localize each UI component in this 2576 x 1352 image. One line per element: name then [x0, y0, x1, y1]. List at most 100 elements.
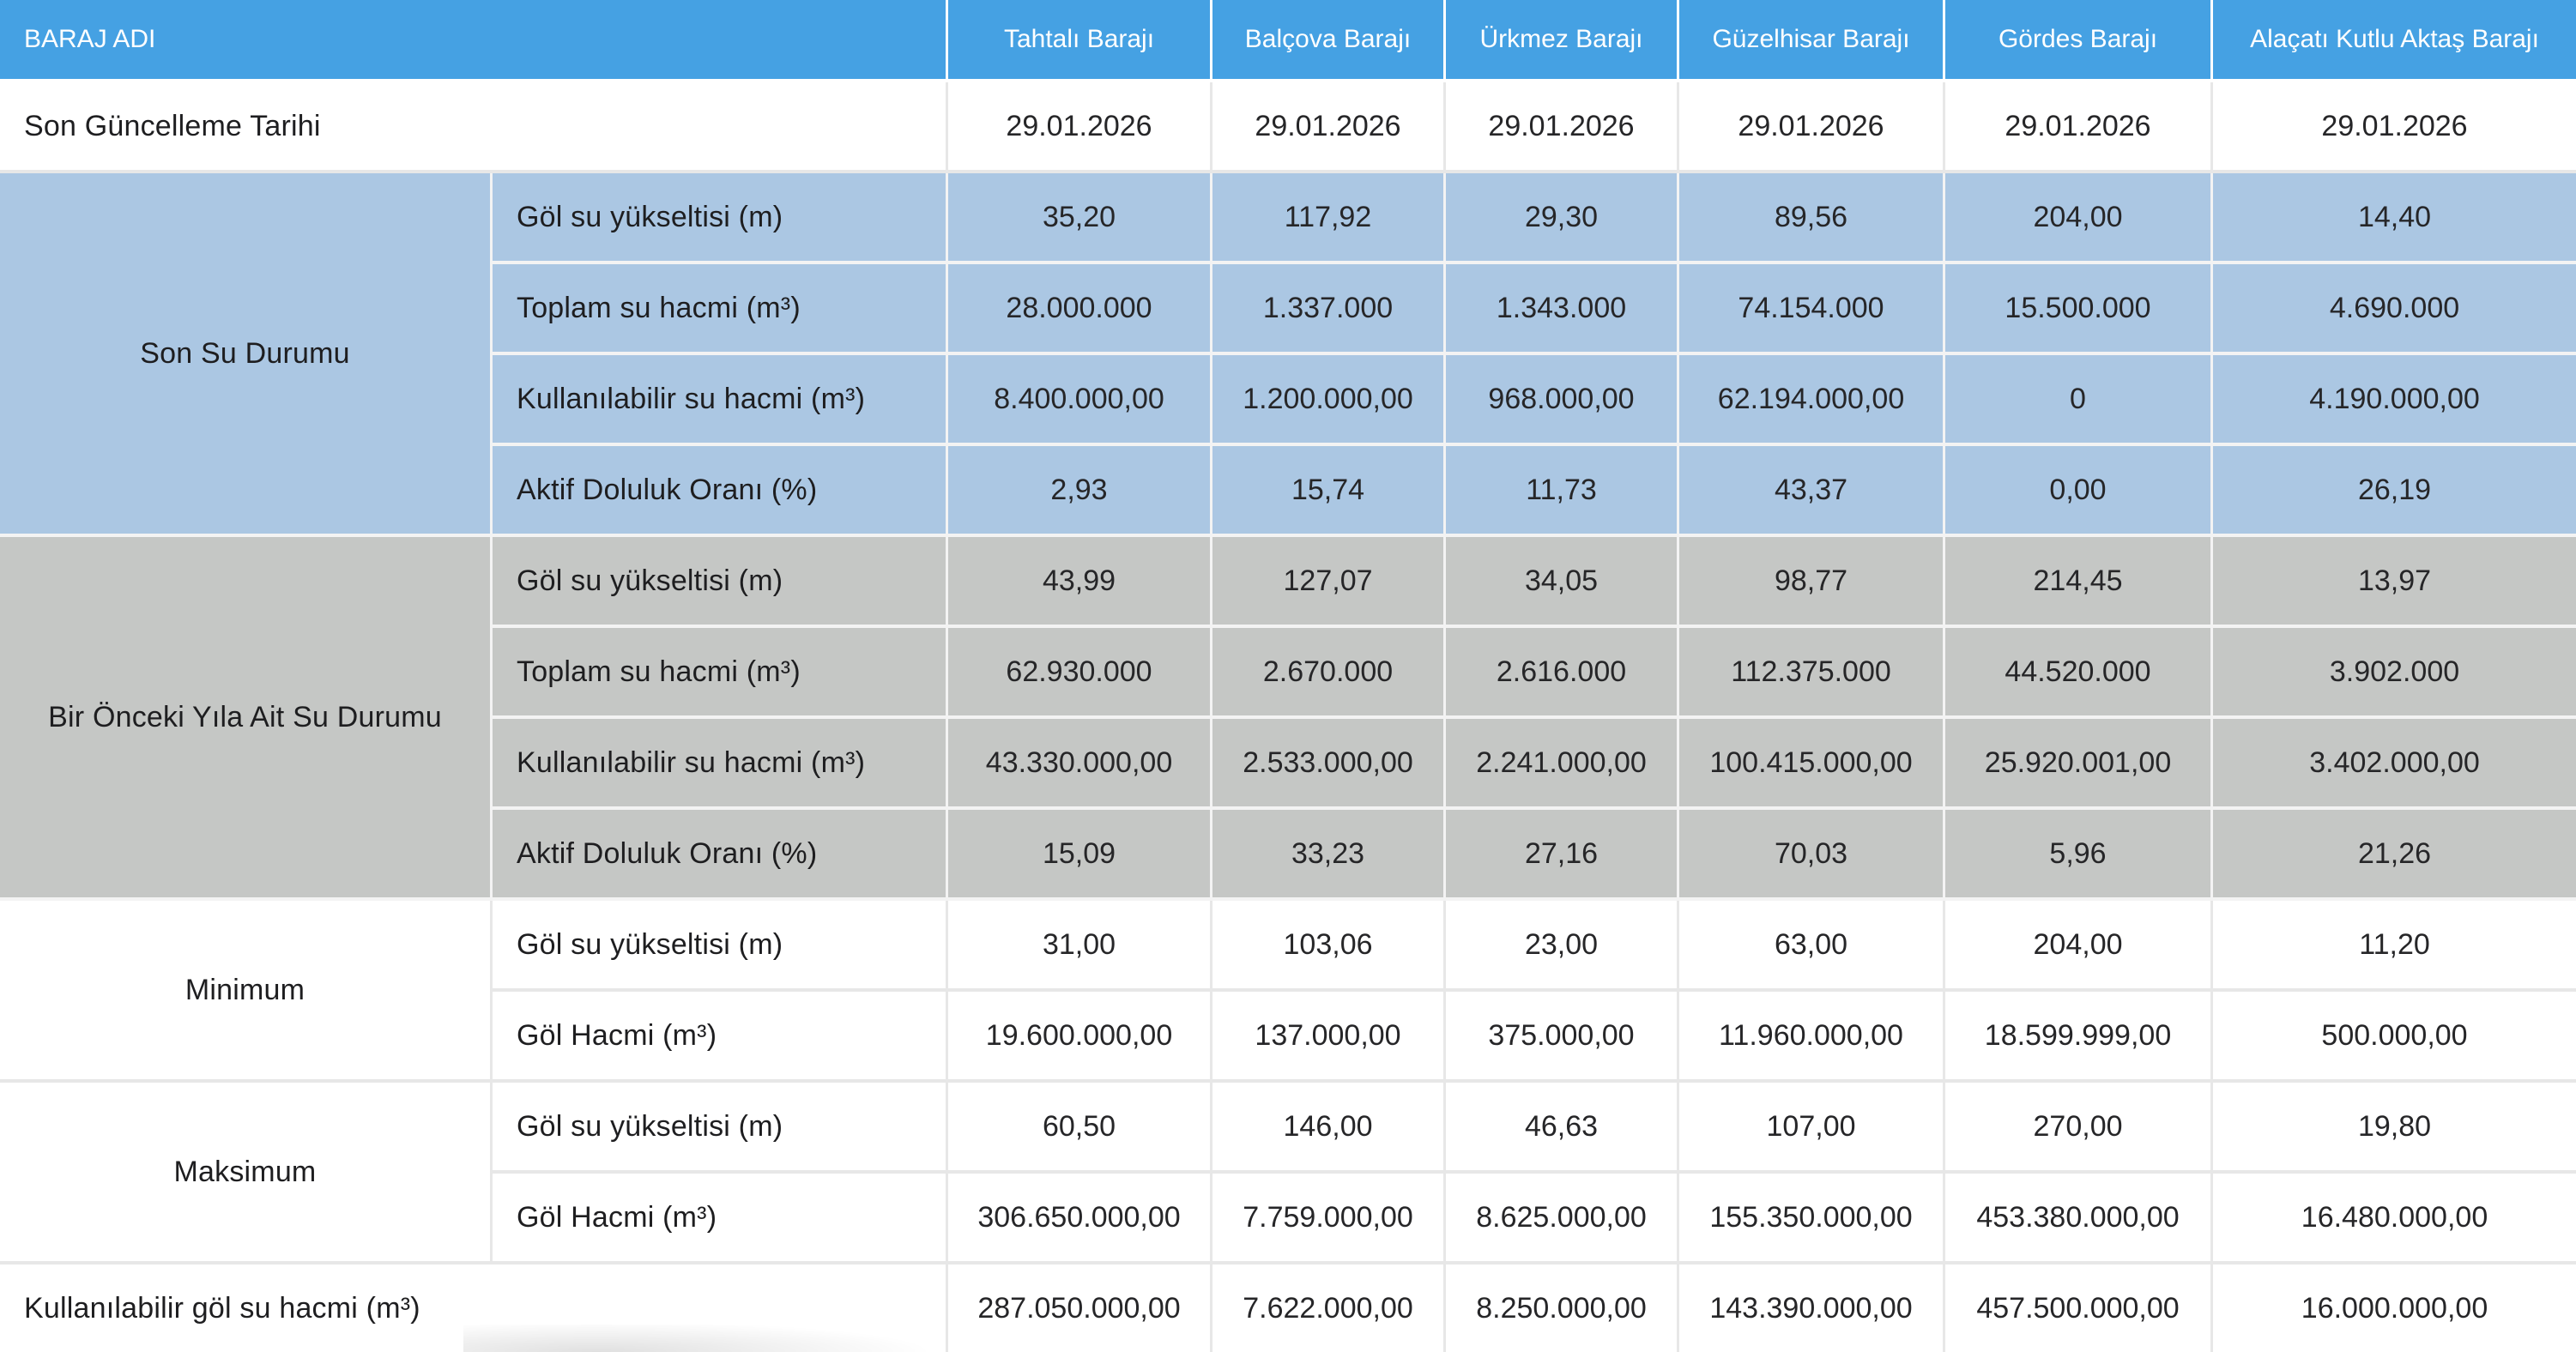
- metric-label: Aktif Doluluk Oranı (%): [493, 810, 949, 901]
- metric-value: 2.533.000,00: [1212, 719, 1447, 810]
- section-label-previous-year: Bir Önceki Yıla Ait Su Durumu: [0, 537, 493, 901]
- metric-label: Kullanılabilir su hacmi (m³): [493, 719, 949, 810]
- metric-value: 43,99: [948, 537, 1213, 628]
- metric-value: 457.500.000,00: [1945, 1264, 2214, 1352]
- metric-value: 28.000.000: [948, 264, 1213, 355]
- row-label-usable-lake-volume: Kullanılabilir göl su hacmi (m³): [0, 1264, 949, 1352]
- metric-value: 0,00: [1945, 446, 2214, 537]
- row-label-update-date: Son Güncelleme Tarihi: [0, 82, 949, 173]
- metric-value: 74.154.000: [1679, 264, 1946, 355]
- metric-value: 23,00: [1446, 901, 1680, 992]
- metric-value: 98,77: [1679, 537, 1946, 628]
- minimum-row-lake-level: Minimum Göl su yükseltisi (m) 31,00 103,…: [0, 901, 2576, 1083]
- metric-value: 4.690.000: [2213, 264, 2576, 355]
- column-header-dam-urkmez: Ürkmez Barajı: [1446, 0, 1680, 82]
- table-header-row: BARAJ ADI Tahtalı Barajı Balçova Barajı …: [0, 0, 2576, 82]
- metric-value: 1.343.000: [1446, 264, 1680, 355]
- metric-value: 270,00: [1945, 1083, 2214, 1174]
- metric-value: 35,20: [948, 173, 1213, 264]
- update-date-value: 29.01.2026: [948, 82, 1213, 173]
- metric-value: 204,00: [1945, 173, 2214, 264]
- metric-value: 2.616.000: [1446, 628, 1680, 719]
- metric-value: 968.000,00: [1446, 355, 1680, 446]
- metric-value: 21,26: [2213, 810, 2576, 901]
- metric-value: 29,30: [1446, 173, 1680, 264]
- metric-value: 16.000.000,00: [2213, 1264, 2576, 1352]
- column-header-dam-guzelhisar: Güzelhisar Barajı: [1679, 0, 1946, 82]
- metric-value: 15,09: [948, 810, 1213, 901]
- metric-value: 0: [1945, 355, 2214, 446]
- metric-value: 100.415.000,00: [1679, 719, 1946, 810]
- maximum-row-lake-level: Maksimum Göl su yükseltisi (m) 60,50 146…: [0, 1083, 2576, 1264]
- metric-value: 155.350.000,00: [1679, 1174, 1946, 1264]
- metric-value: 13,97: [2213, 537, 2576, 628]
- metric-label: Göl su yükseltisi (m): [493, 1083, 949, 1174]
- metric-label: Göl su yükseltisi (m): [493, 901, 949, 992]
- update-date-value: 29.01.2026: [1212, 82, 1447, 173]
- update-date-row: Son Güncelleme Tarihi 29.01.2026 29.01.2…: [0, 82, 2576, 173]
- metric-value: 2,93: [948, 446, 1213, 537]
- metric-value: 34,05: [1446, 537, 1680, 628]
- previous-year-row-usable-volume: Kullanılabilir su hacmi (m³) 43.330.000,…: [0, 719, 2576, 810]
- metric-value: 15.500.000: [1945, 264, 2214, 355]
- metric-value: 137.000,00: [1212, 992, 1447, 1083]
- metric-value: 18.599.999,00: [1945, 992, 2214, 1083]
- column-header-dam-gordes: Gördes Barajı: [1945, 0, 2214, 82]
- metric-value: 11.960.000,00: [1679, 992, 1946, 1083]
- column-header-dam-alacati: Alaçatı Kutlu Aktaş Barajı: [2213, 0, 2576, 82]
- metric-value: 214,45: [1945, 537, 2214, 628]
- metric-value: 500.000,00: [2213, 992, 2576, 1083]
- metric-label: Kullanılabilir su hacmi (m³): [493, 355, 949, 446]
- metric-value: 43.330.000,00: [948, 719, 1213, 810]
- metric-value: 4.190.000,00: [2213, 355, 2576, 446]
- metric-value: 306.650.000,00: [948, 1174, 1213, 1264]
- metric-value: 7.759.000,00: [1212, 1174, 1447, 1264]
- column-header-dam-tahtali: Tahtalı Barajı: [948, 0, 1213, 82]
- metric-label: Toplam su hacmi (m³): [493, 628, 949, 719]
- metric-value: 70,03: [1679, 810, 1946, 901]
- metric-value: 15,74: [1212, 446, 1447, 537]
- metric-value: 33,23: [1212, 810, 1447, 901]
- metric-value: 143.390.000,00: [1679, 1264, 1946, 1352]
- metric-value: 146,00: [1212, 1083, 1447, 1174]
- minimum-row-lake-volume: Göl Hacmi (m³) 19.600.000,00 137.000,00 …: [0, 992, 2576, 1083]
- metric-value: 27,16: [1446, 810, 1680, 901]
- metric-value: 5,96: [1945, 810, 2214, 901]
- metric-value: 112.375.000: [1679, 628, 1946, 719]
- current-status-row-usable-volume: Kullanılabilir su hacmi (m³) 8.400.000,0…: [0, 355, 2576, 446]
- metric-value: 19.600.000,00: [948, 992, 1213, 1083]
- metric-value: 46,63: [1446, 1083, 1680, 1174]
- maximum-row-lake-volume: Göl Hacmi (m³) 306.650.000,00 7.759.000,…: [0, 1174, 2576, 1264]
- metric-value: 62.930.000: [948, 628, 1213, 719]
- metric-label: Göl Hacmi (m³): [493, 1174, 949, 1264]
- metric-value: 63,00: [1679, 901, 1946, 992]
- metric-value: 3.902.000: [2213, 628, 2576, 719]
- metric-value: 375.000,00: [1446, 992, 1680, 1083]
- metric-value: 1.200.000,00: [1212, 355, 1447, 446]
- metric-value: 1.337.000: [1212, 264, 1447, 355]
- metric-value: 127,07: [1212, 537, 1447, 628]
- metric-value: 89,56: [1679, 173, 1946, 264]
- update-date-value: 29.01.2026: [2213, 82, 2576, 173]
- metric-value: 62.194.000,00: [1679, 355, 1946, 446]
- section-label-minimum: Minimum: [0, 901, 493, 1083]
- current-status-row-fill-rate: Aktif Doluluk Oranı (%) 2,93 15,74 11,73…: [0, 446, 2576, 537]
- metric-value: 25.920.001,00: [1945, 719, 2214, 810]
- metric-value: 31,00: [948, 901, 1213, 992]
- column-header-baraj-adi: BARAJ ADI: [0, 0, 949, 82]
- previous-year-row-fill-rate: Aktif Doluluk Oranı (%) 15,09 33,23 27,1…: [0, 810, 2576, 901]
- update-date-value: 29.01.2026: [1446, 82, 1680, 173]
- metric-label: Aktif Doluluk Oranı (%): [493, 446, 949, 537]
- metric-value: 14,40: [2213, 173, 2576, 264]
- metric-value: 103,06: [1212, 901, 1447, 992]
- metric-value: 43,37: [1679, 446, 1946, 537]
- metric-label: Göl su yükseltisi (m): [493, 173, 949, 264]
- metric-value: 287.050.000,00: [948, 1264, 1213, 1352]
- metric-value: 453.380.000,00: [1945, 1174, 2214, 1264]
- usable-lake-volume-row: Kullanılabilir göl su hacmi (m³) 287.050…: [0, 1264, 2576, 1352]
- metric-value: 60,50: [948, 1083, 1213, 1174]
- current-status-row-total-volume: Toplam su hacmi (m³) 28.000.000 1.337.00…: [0, 264, 2576, 355]
- metric-label: Toplam su hacmi (m³): [493, 264, 949, 355]
